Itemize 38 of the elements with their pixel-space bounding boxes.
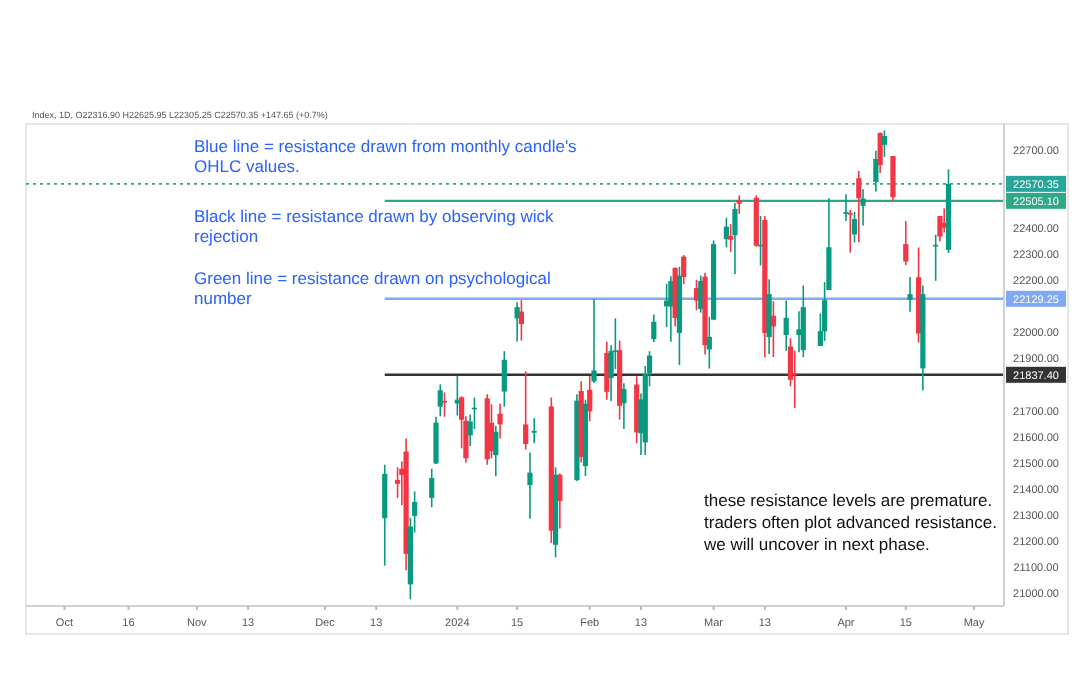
candlestick xyxy=(501,350,507,408)
candlestick xyxy=(800,284,806,358)
candlestick xyxy=(732,202,738,275)
candlestick xyxy=(783,299,789,352)
candlestick xyxy=(890,155,896,203)
candlestick xyxy=(527,451,533,520)
candlestick xyxy=(873,150,879,193)
candlestick xyxy=(591,298,597,384)
candlestick xyxy=(736,194,742,215)
candlestick xyxy=(903,220,909,266)
candlestick xyxy=(382,463,388,567)
candlestick xyxy=(493,425,499,478)
candlestick xyxy=(843,193,849,222)
candlestick xyxy=(557,472,563,530)
annotation: Black line = resistance drawn by observing wick rejection xyxy=(194,206,556,246)
candlestick xyxy=(766,278,772,355)
candlestick xyxy=(907,276,913,313)
candlestick xyxy=(433,416,439,465)
candlestick xyxy=(651,313,657,343)
candlestick xyxy=(856,170,862,244)
candlestick xyxy=(847,209,853,254)
candlestick xyxy=(937,215,943,243)
candlestick xyxy=(518,299,525,342)
candlestick xyxy=(881,129,888,158)
candlestick xyxy=(531,417,537,444)
candlestick xyxy=(851,211,858,244)
candlestick xyxy=(437,383,443,418)
candlestick xyxy=(728,223,734,253)
candlestick xyxy=(621,382,627,430)
annotation: these resistance levels are premature. traders often plot advanced resistance. we will uncover in next phase. xyxy=(702,490,997,554)
candlestick xyxy=(860,188,866,227)
annotation: Blue line = resistance drawn from monthly candle's OHLC values. xyxy=(194,136,577,176)
candlestick xyxy=(877,131,883,174)
candlestick xyxy=(668,275,674,343)
candlestick xyxy=(429,467,435,509)
candlestick xyxy=(523,370,529,451)
candlestick xyxy=(441,391,448,418)
annotation: Green line = resistance drawn on psychological number xyxy=(194,268,551,308)
